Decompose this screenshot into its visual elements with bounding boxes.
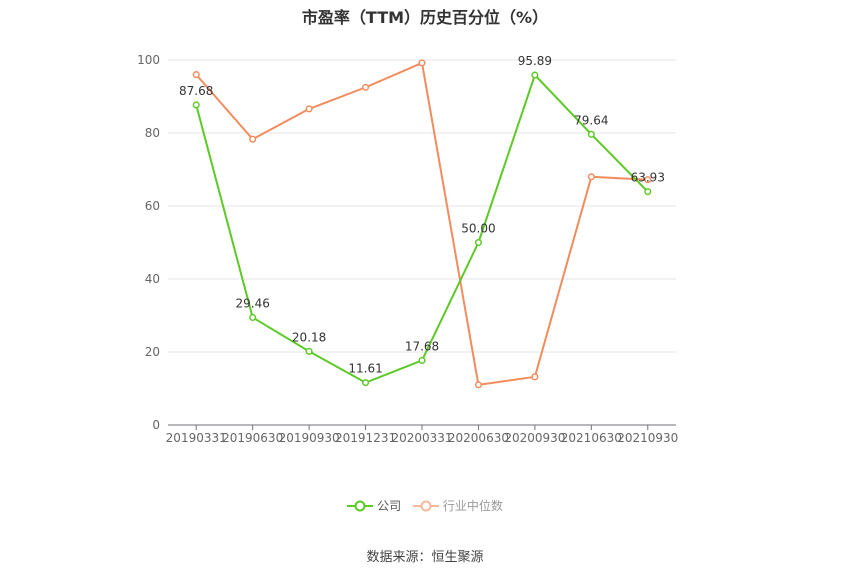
legend: 公司 行业中位数: [0, 497, 850, 515]
x-tick-label: 20210630: [561, 431, 622, 445]
data-labels: 87.68 29.46 20.18 11.61 17.68 50.00 95.89 79.64…: [179, 54, 665, 376]
x-tick-label: 20191231: [335, 431, 396, 445]
legend-item-industry[interactable]: 行业中位数: [412, 497, 503, 514]
legend-line-marker-icon: [412, 500, 439, 511]
y-tick-label: 40: [145, 272, 160, 286]
data-point: [474, 381, 482, 389]
x-tick-label: 20190331: [166, 431, 227, 445]
data-label: 63.93: [631, 171, 665, 185]
data-label: 87.68: [179, 84, 213, 98]
data-label: 95.89: [518, 54, 552, 68]
y-tick-label: 60: [145, 199, 160, 213]
chart-title: 市盈率（TTM）历史百分位（%）: [301, 8, 549, 27]
x-tick-label: 20210930: [617, 431, 678, 445]
data-point: [587, 130, 595, 138]
y-tick-label: 0: [152, 418, 160, 432]
data-point: [644, 176, 652, 184]
legend-line-marker-icon: [347, 500, 374, 511]
x-tick-label: 20200630: [448, 431, 509, 445]
legend-label-company: 公司: [377, 499, 402, 513]
x-tick-label: 20190630: [222, 431, 283, 445]
data-point: [418, 356, 426, 365]
data-label: 11.61: [348, 362, 382, 376]
data-point: [305, 347, 313, 355]
y-tick-label: 20: [145, 345, 160, 359]
data-point: [362, 379, 370, 387]
x-tick-label: 20200331: [391, 431, 452, 445]
data-point: [192, 101, 200, 109]
legend-label-industry: 行业中位数: [442, 499, 503, 513]
y-tick-label: 80: [145, 126, 160, 140]
data-label: 29.46: [235, 296, 269, 310]
data-label: 79.64: [574, 113, 608, 127]
data-point: [474, 238, 482, 247]
data-point: [362, 83, 370, 91]
data-label: 17.68: [405, 339, 439, 353]
x-tick-label: 20190930: [279, 431, 340, 445]
data-point: [418, 59, 426, 67]
data-point: [644, 188, 652, 196]
series: [192, 59, 652, 389]
data-point: [587, 173, 595, 181]
data-label: 50.00: [461, 222, 495, 236]
data-point: [305, 105, 313, 113]
x-tick-label: 20200930: [504, 431, 565, 445]
data-point: [531, 373, 539, 381]
data-label: 20.18: [292, 330, 326, 344]
data-point: [249, 313, 257, 322]
data-source: 数据来源：恒生聚源: [366, 550, 484, 565]
series-line-industry: [195, 61, 648, 386]
y-tick-label: 100: [137, 53, 160, 67]
data-point: [192, 71, 200, 79]
legend-item-company[interactable]: 公司: [347, 497, 401, 514]
data-point: [249, 135, 257, 143]
axes: 0 20 40 60 80 100 2019033120190630201909302019…: [137, 53, 678, 445]
data-point: [531, 71, 539, 79]
